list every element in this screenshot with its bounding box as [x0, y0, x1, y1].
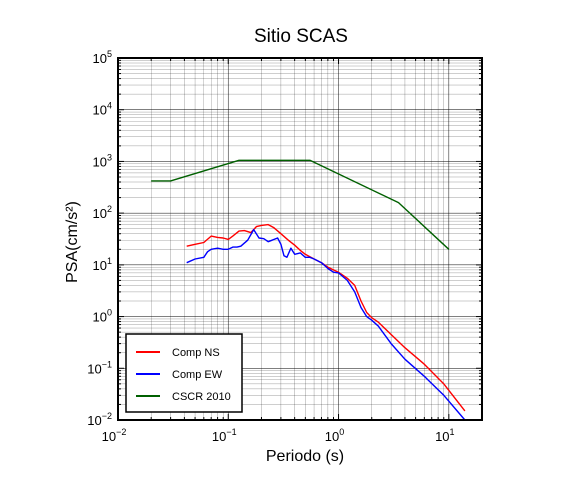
chart-title: Sitio SCAS: [254, 26, 348, 47]
axis-ticks: 10−2 10−1 100 101 10−2 10−1 100 101 102 103 104 105: [87, 49, 483, 444]
legend: Comp NS Comp EW CSCR 2010: [125, 333, 243, 413]
series-line: [186, 223, 466, 412]
series-layer: [151, 159, 466, 421]
y-tick-label: 10−2: [87, 411, 112, 428]
x-axis-label: Periodo (s): [266, 448, 344, 465]
y-axis-label: PSA(cm/s²): [64, 201, 81, 283]
legend-label: Comp NS: [172, 347, 220, 359]
legend-label: CSCR 2010: [172, 391, 231, 403]
y-tick-label: 10−1: [87, 359, 112, 376]
legend-label: Comp EW: [172, 369, 223, 381]
y-tick-label: 101: [93, 256, 112, 273]
x-tick-label: 10−2: [102, 427, 127, 444]
plot-frame: [117, 57, 483, 421]
y-tick-label: 102: [93, 204, 112, 221]
y-tick-label: 104: [93, 101, 112, 118]
grid: [117, 57, 483, 421]
y-tick-label: 103: [93, 152, 112, 169]
series-line: [151, 159, 450, 250]
x-tick-label: 101: [435, 427, 454, 444]
x-tick-label: 10−1: [212, 427, 237, 444]
x-tick-label: 100: [325, 427, 344, 444]
y-tick-label: 105: [93, 49, 112, 66]
y-tick-label: 100: [93, 308, 112, 325]
series-line: [186, 228, 466, 421]
